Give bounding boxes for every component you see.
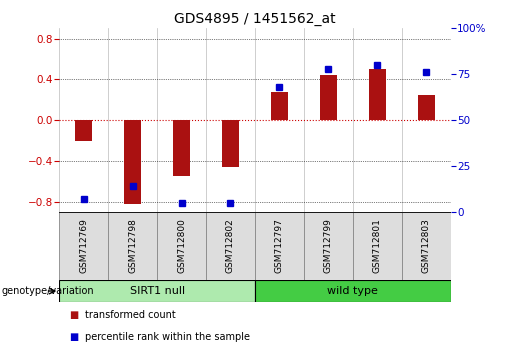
Text: ■: ■ [70,332,79,342]
Text: transformed count: transformed count [85,310,176,320]
Bar [59,280,255,302]
Text: GSM712798: GSM712798 [128,218,137,273]
Text: ■: ■ [70,310,79,320]
Bar [255,212,304,280]
Bar [369,69,386,120]
Text: GSM712803: GSM712803 [422,218,431,273]
Bar [271,92,288,120]
Bar [59,212,108,280]
Text: GSM712799: GSM712799 [324,218,333,273]
Text: wild type: wild type [328,286,378,296]
Title: GDS4895 / 1451562_at: GDS4895 / 1451562_at [174,12,336,26]
Bar [255,280,451,302]
Text: GSM712800: GSM712800 [177,218,186,273]
Text: GSM712769: GSM712769 [79,218,88,273]
Bar [402,212,451,280]
Bar [124,120,141,204]
Text: SIRT1 null: SIRT1 null [129,286,185,296]
Bar [173,120,190,176]
Bar [206,212,255,280]
Bar [304,212,353,280]
Bar [75,120,92,141]
Text: genotype/variation: genotype/variation [1,286,94,296]
Text: GSM712801: GSM712801 [373,218,382,273]
Bar [320,75,337,120]
Bar [418,95,435,120]
Bar [108,212,157,280]
Text: GSM712802: GSM712802 [226,219,235,273]
Bar [222,120,239,167]
Text: percentile rank within the sample: percentile rank within the sample [85,332,250,342]
Bar [353,212,402,280]
Bar [157,212,206,280]
Text: GSM712797: GSM712797 [275,218,284,273]
